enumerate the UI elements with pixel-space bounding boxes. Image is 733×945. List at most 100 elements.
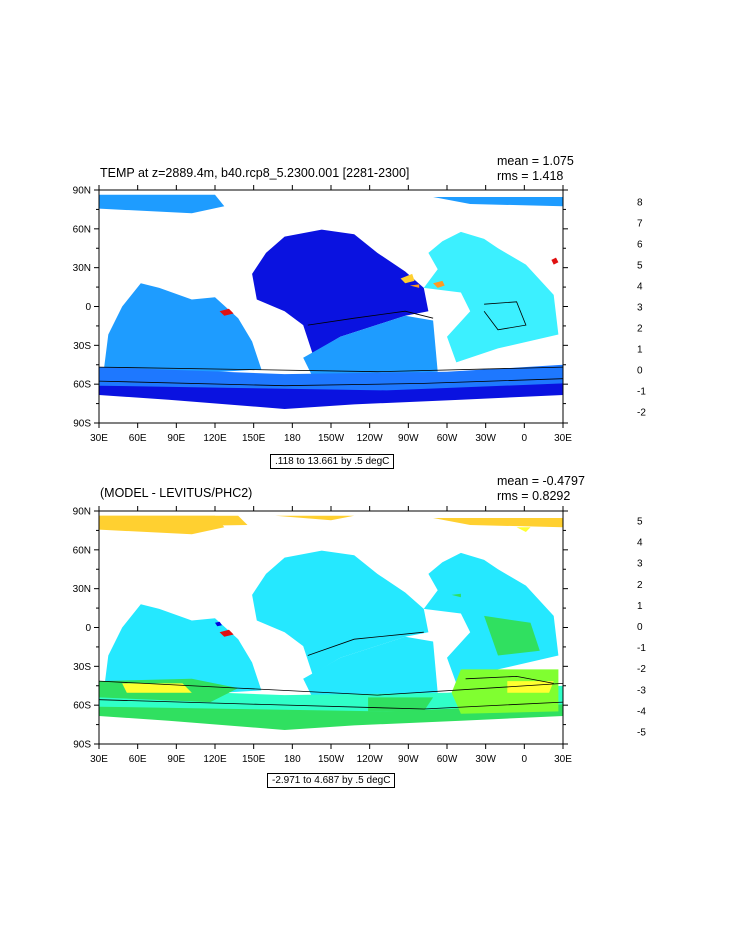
colorbar-tick-label: 2 — [637, 580, 643, 591]
colorbar-tick-label: 0 — [637, 622, 643, 633]
antarctic-shelf-region — [99, 383, 563, 409]
longitude-tick-label: 0 — [522, 754, 528, 765]
arctic-ocean-region — [433, 197, 563, 207]
contour-info-box: .118 to 13.661 by .5 degC — [270, 454, 395, 469]
lime-anomaly-region — [451, 669, 559, 714]
longitude-tick-label: 30E — [554, 433, 572, 444]
colorbar-tick-label: -3 — [637, 685, 646, 696]
colorbar-tick-label: 5 — [637, 261, 643, 272]
panel-title: (MODEL - LEVITUS/PHC2) — [100, 486, 253, 500]
orange-anomaly-patch — [433, 280, 445, 288]
longitude-tick-label: 30W — [475, 754, 496, 765]
ocean-field — [99, 515, 563, 730]
latitude-tick-label: 0 — [85, 623, 91, 634]
latitude-axis: 90N 60N 30N 0 30S 60S 90S — [73, 507, 568, 751]
indian-ocean-region — [103, 283, 262, 377]
longitude-tick-label: 60E — [129, 433, 147, 444]
longitude-tick-label: 90W — [398, 433, 419, 444]
longitude-tick-label: 120W — [357, 433, 384, 444]
longitude-tick-label: 180 — [284, 433, 301, 444]
colorbar-tick-label: 4 — [637, 282, 643, 293]
longitude-tick-label: 120W — [357, 754, 384, 765]
colorbar-tick-label: 5 — [637, 517, 643, 528]
yellow-anomaly-patch — [400, 273, 415, 284]
contour-lines — [98, 631, 564, 710]
longitude-axis: 30E 60E 90E 120E 150E 180 150W 120W 90W 60W 30W 0 30… — [90, 185, 572, 444]
arctic-ocean-region — [433, 518, 563, 528]
arctic-ocean-region — [99, 194, 225, 214]
longitude-tick-label: 90E — [167, 754, 185, 765]
yellow-anomaly-patch — [516, 527, 531, 532]
longitude-tick-label: 120E — [203, 754, 227, 765]
longitude-tick-label: 30W — [475, 433, 496, 444]
colorbar-tick-label: -1 — [637, 643, 646, 654]
longitude-tick-label: 150W — [318, 754, 345, 765]
latitude-tick-label: 30S — [73, 662, 91, 673]
colorbar-tick-label: -4 — [637, 706, 646, 717]
longitude-tick-label: 150E — [242, 754, 266, 765]
longitude-tick-label: 60W — [437, 754, 458, 765]
latitude-tick-label: 90S — [73, 740, 91, 751]
yellow-anomaly-region — [507, 681, 554, 693]
colorbar-tick-label: 4 — [637, 538, 643, 549]
mean-stat: mean = -0.4797 — [497, 474, 585, 488]
contour-lines — [98, 301, 564, 387]
colorbar-tick-label: 3 — [637, 559, 643, 570]
longitude-tick-label: 60W — [437, 433, 458, 444]
colorbar-tick-label: 8 — [637, 198, 643, 209]
south-pacific-region — [303, 636, 438, 698]
longitude-axis: 30E 60E 90E 120E 150E 180 150W 120W 90W 60W 30W 0 30… — [90, 506, 572, 765]
mean-stat: mean = 1.075 — [497, 154, 574, 168]
latitude-tick-label: 30S — [73, 341, 91, 352]
indian-ocean-region — [103, 604, 262, 698]
latitude-axis: 90N 60N 30N 0 30S 60S 90S — [73, 186, 568, 430]
colorbar-tick-label: 6 — [637, 240, 643, 251]
colorbar-tick-label: -2 — [637, 664, 646, 675]
colorbar-tick-label: 1 — [637, 345, 643, 356]
blue-anomaly-patch — [215, 621, 222, 627]
latitude-tick-label: 90S — [73, 419, 91, 430]
contour-info-box: -2.971 to 4.687 by .5 degC — [267, 773, 396, 788]
longitude-tick-label: 90E — [167, 433, 185, 444]
colorbar-tick-label: -2 — [637, 408, 646, 419]
colorbar-tick-label: 7 — [637, 219, 643, 230]
colorbar-tick-label: 2 — [637, 324, 643, 335]
colorbar-tick-label: -5 — [637, 728, 646, 739]
longitude-tick-label: 0 — [522, 433, 528, 444]
red-anomaly-patch — [219, 308, 234, 316]
latitude-tick-label: 0 — [85, 302, 91, 313]
orange-anomaly-patch — [409, 284, 420, 288]
latitude-tick-label: 90N — [73, 186, 91, 197]
rms-stat: rms = 0.8292 — [497, 489, 571, 503]
rms-stat: rms = 1.418 — [497, 169, 564, 183]
latitude-tick-label: 60N — [73, 224, 91, 235]
antarctic-shelf-region — [99, 704, 563, 730]
map-panel-difference: (MODEL - LEVITUS/PHC2) mean = -0.4797 rm… — [0, 468, 733, 798]
ocean-field — [99, 194, 563, 409]
colorbar: 5 4 3 2 1 0 -1 -2 -3 -4 -5 — [637, 517, 646, 739]
longitude-tick-label: 30E — [90, 433, 108, 444]
arctic-warm-region — [99, 515, 248, 528]
panel-title: TEMP at z=2889.4m, b40.rcp8_5.2300.001 [… — [100, 166, 410, 180]
south-pacific-region — [303, 315, 438, 377]
longitude-tick-label: 120E — [203, 433, 227, 444]
colorbar-tick-label: -1 — [637, 387, 646, 398]
green-anomaly-patch — [451, 593, 461, 598]
latitude-tick-label: 30N — [73, 263, 91, 274]
red-anomaly-patch — [551, 257, 559, 265]
longitude-tick-label: 30E — [554, 754, 572, 765]
yellow-anomaly-region — [122, 683, 192, 693]
atlantic-ocean-region — [423, 231, 559, 363]
latitude-tick-label: 60S — [73, 701, 91, 712]
red-anomaly-patch — [219, 629, 234, 637]
green-anomaly-region — [484, 615, 540, 656]
colorbar-tick-label: 0 — [637, 366, 643, 377]
longitude-tick-label: 150W — [318, 433, 345, 444]
colorbar-tick-label: 1 — [637, 601, 643, 612]
colorbar-tick-label: 3 — [637, 303, 643, 314]
pacific-ocean-region — [252, 550, 429, 675]
longitude-tick-label: 30E — [90, 754, 108, 765]
latitude-tick-label: 30N — [73, 584, 91, 595]
